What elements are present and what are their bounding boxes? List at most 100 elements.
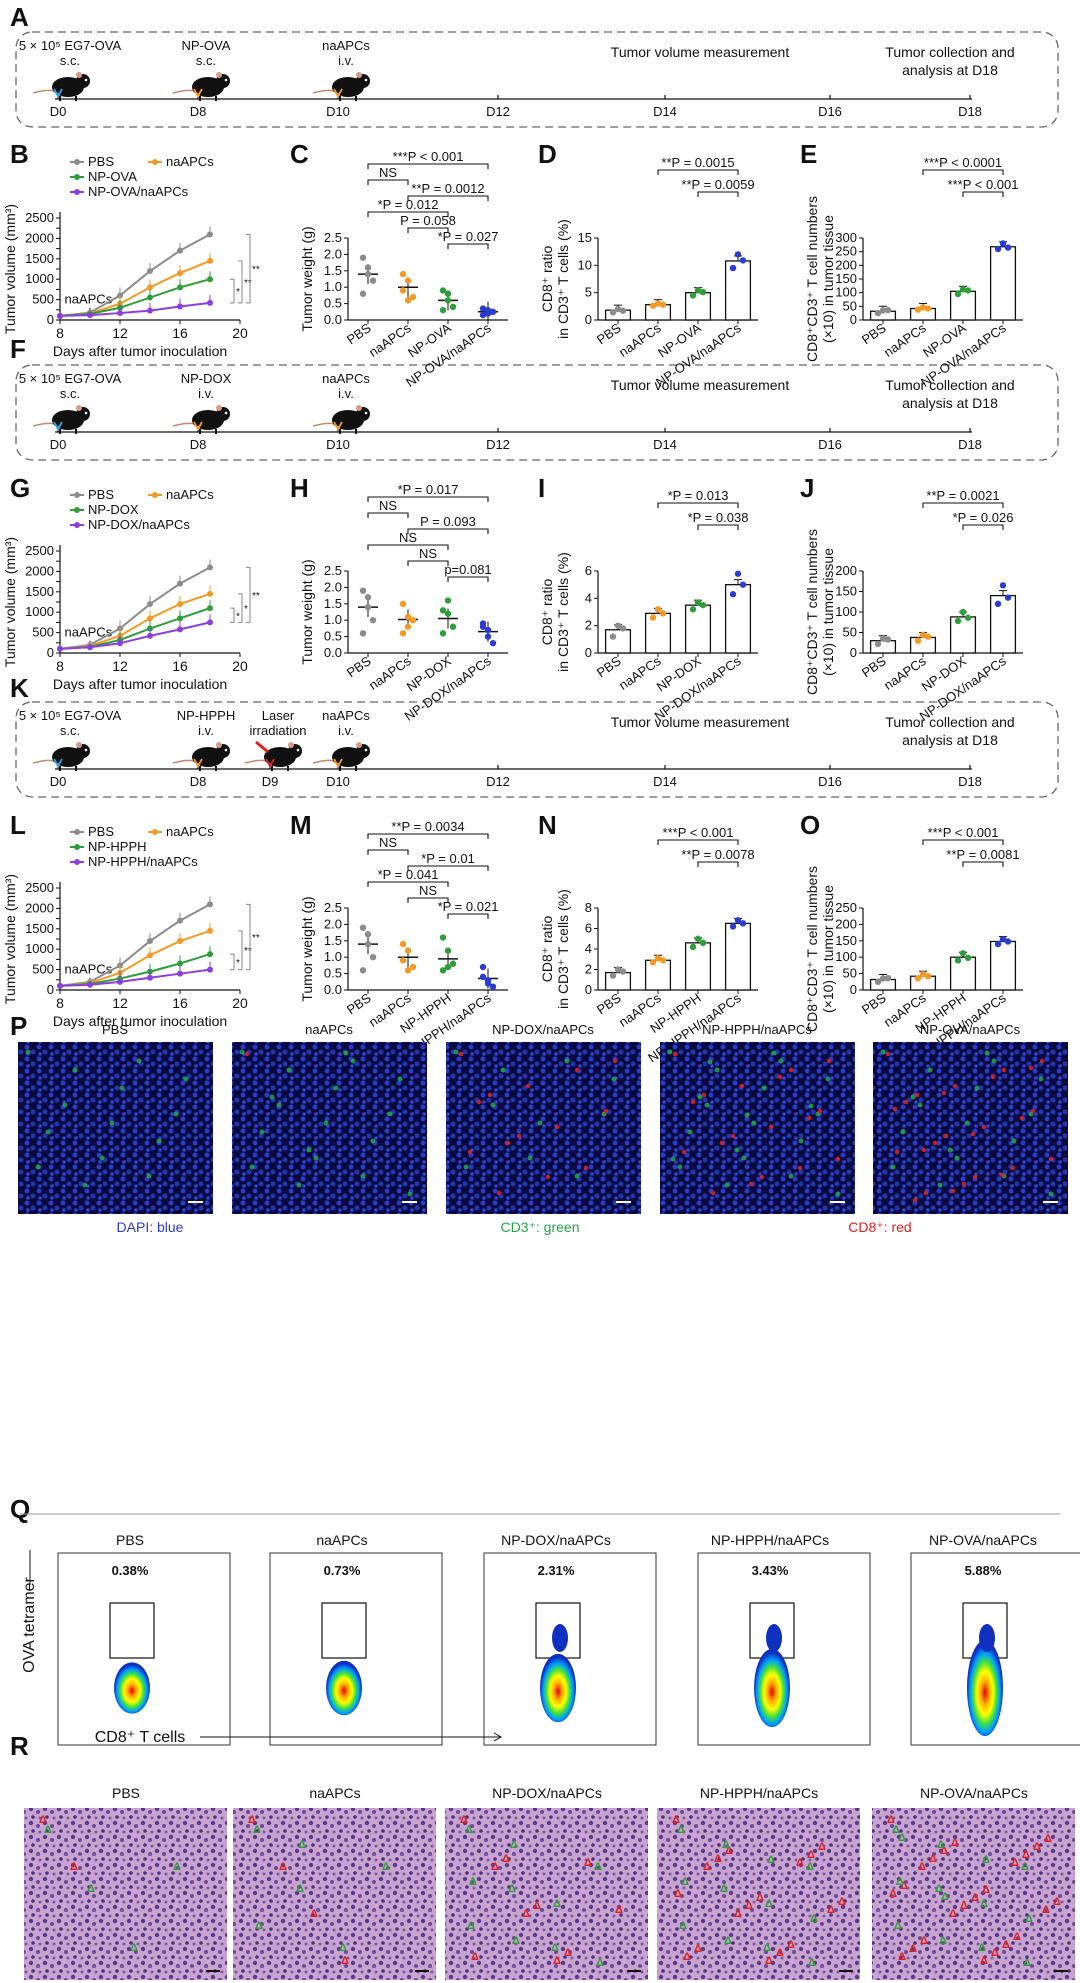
- cd8-spot: [826, 1058, 832, 1064]
- event-label: naAPCs: [322, 371, 370, 386]
- y-tick-label: 2: [585, 618, 592, 633]
- sig-label: *: [236, 611, 240, 622]
- sig-label: **P = 0.0059: [681, 177, 754, 192]
- dapi-background: [446, 1042, 641, 1214]
- mouse-icon: [172, 72, 230, 101]
- cd3-spot: [917, 1102, 923, 1108]
- cd3-spot: [714, 1067, 720, 1073]
- red-marker: Δ: [1042, 1904, 1050, 1916]
- green-marker: Δ: [941, 1891, 949, 1903]
- y-axis-label-2: in CD3⁺ T cells (%): [555, 889, 571, 1009]
- green-marker: Δ: [677, 1824, 685, 1836]
- green-marker: Δ: [553, 1898, 561, 1910]
- cd8-spot: [583, 1165, 589, 1171]
- cd3-spot: [25, 1049, 31, 1055]
- data-point: [964, 614, 972, 621]
- gate-percent: 0.73%: [324, 1563, 361, 1578]
- sig-label: NS: [379, 498, 397, 513]
- cd8-spot: [603, 1108, 609, 1114]
- cd8-spot: [710, 1190, 716, 1196]
- y-tick-label: 500: [32, 292, 54, 307]
- collection-label-2: analysis at D18: [902, 62, 998, 78]
- y-tick-label: 5: [585, 285, 592, 300]
- cd3-spot: [537, 1120, 543, 1126]
- data-point: [874, 978, 882, 985]
- cd3-spot: [323, 1120, 329, 1126]
- micro-title: NP-OVA/naAPCs: [920, 1022, 1021, 1037]
- red-marker: Δ: [971, 1892, 979, 1904]
- red-marker: Δ: [920, 1935, 928, 1947]
- y-tick-label: 0.5: [324, 629, 342, 644]
- cd3-spot: [72, 1067, 78, 1073]
- y-tick-label: 4: [585, 941, 592, 956]
- mouse-tail: [172, 89, 195, 94]
- green-marker: Δ: [551, 1942, 559, 1954]
- legend-label: NP-OVA: [88, 169, 137, 184]
- cd8-spot: [1030, 1108, 1036, 1114]
- cd8-spot: [981, 1124, 987, 1130]
- y-axis-label: Tumor weight (g): [299, 896, 315, 1001]
- data-point: [444, 297, 452, 304]
- gate-percent: 2.31%: [538, 1563, 575, 1578]
- mouse-ear: [216, 405, 222, 411]
- dapi-background: [660, 1042, 855, 1214]
- cd3-spot: [670, 1156, 676, 1162]
- he-image-3: NP-HPPH/naAPCsΔΔΔΔΔΔΔΔΔΔΔΔΔΔΔΔΔΔΔΔΔΔΔΔΔΔ…: [657, 1785, 860, 1980]
- y-axis-label-2: in CD3⁺ T cells (%): [555, 219, 571, 339]
- data-point: [404, 947, 412, 954]
- cd3-spot: [574, 1173, 580, 1179]
- panel-letter-I: I: [538, 473, 545, 503]
- data-point: [444, 290, 452, 297]
- cd8-spot: [525, 1083, 531, 1089]
- mouse-ear: [216, 742, 222, 748]
- sig-bracket: [367, 833, 489, 839]
- timeline-frame: [15, 364, 1059, 461]
- cd8-spot: [476, 1099, 482, 1105]
- red-marker: Δ: [980, 1955, 988, 1967]
- green-marker: Δ: [508, 1883, 516, 1895]
- cd3-spot: [697, 1094, 703, 1100]
- cd3-spot: [734, 1147, 740, 1153]
- green-marker: Δ: [130, 1942, 138, 1954]
- data-point: [964, 954, 972, 962]
- red-marker: Δ: [714, 1853, 722, 1865]
- bar-naAPCs: [644, 959, 672, 991]
- micro-image-4: NP-OVA/naAPCs: [873, 1022, 1068, 1214]
- cd3-spot: [900, 1129, 906, 1135]
- data-point: [729, 264, 737, 272]
- legend-label: naAPCs: [166, 824, 214, 839]
- legend-label: PBS: [88, 824, 114, 839]
- data-point: [614, 966, 622, 973]
- y-tick-label: 1000: [25, 604, 54, 619]
- panel-letter-B: B: [10, 139, 29, 169]
- sig-bracket: [246, 903, 251, 971]
- red-marker: Δ: [725, 1845, 733, 1857]
- data-point: [654, 606, 662, 613]
- sig-label: **P = 0.0015: [661, 155, 734, 170]
- cd8-spot: [496, 1190, 502, 1196]
- sig-label: ***P < 0.001: [928, 825, 999, 840]
- he-tissue: [872, 1808, 1075, 1980]
- sig-bracket: [230, 607, 235, 623]
- legend-label: naAPCs: [166, 154, 214, 169]
- series-line-NP-HPPH/naAPCs: [59, 968, 211, 987]
- event-sublabel: s.c.: [196, 53, 216, 68]
- data-point: [364, 931, 372, 938]
- panel-letter-P: P: [10, 1011, 27, 1041]
- cd8-spot: [1001, 1067, 1007, 1073]
- y-tick-label: 2.0: [324, 579, 342, 594]
- y-tick-label: 2.5: [324, 563, 342, 578]
- x-tick-label: PBS: [859, 320, 889, 347]
- green-marker: Δ: [44, 1824, 52, 1836]
- cd8-spot: [554, 1124, 560, 1130]
- red-marker: Δ: [745, 1900, 753, 1912]
- green-marker: Δ: [808, 1957, 816, 1969]
- data-point: [884, 636, 892, 643]
- cd3-spot: [1011, 1138, 1017, 1144]
- data-point: [954, 290, 962, 298]
- dapi-background: [873, 1042, 1068, 1214]
- mouse-icon: [32, 405, 90, 434]
- red-marker: Δ: [900, 1880, 908, 1892]
- y-tick-label: 2: [585, 962, 592, 977]
- cd8-spot: [835, 1156, 841, 1162]
